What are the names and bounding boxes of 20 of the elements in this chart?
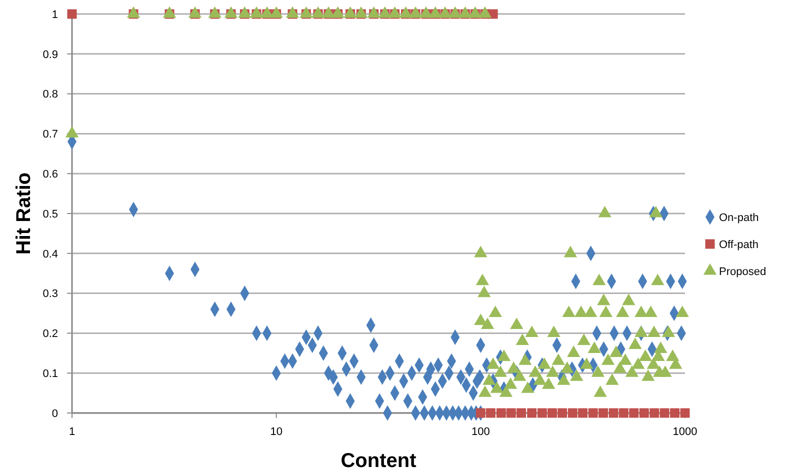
y-tick-label: 0.2 — [42, 328, 58, 340]
y-tick-label: 0.8 — [42, 88, 58, 101]
y-tick-label: 0.4 — [42, 248, 58, 260]
y-tick-label: 0.1 — [42, 368, 58, 380]
legend-label: Off-path — [719, 238, 759, 251]
legend-label: Proposed — [719, 266, 766, 278]
x-tick-label: 1000 — [672, 426, 698, 438]
y-tick-label: 0.6 — [42, 168, 58, 180]
y-tick-label: 0 — [52, 408, 58, 420]
y-tick-label: 0.3 — [42, 288, 58, 300]
x-axis-title: Content — [340, 450, 417, 472]
x-tick-label: 1 — [68, 426, 76, 438]
x-tick-label: 100 — [471, 426, 490, 438]
x-tick-label: 10 — [270, 426, 282, 438]
y-tick-label: 0.5 — [42, 208, 58, 220]
y-tick-label: 1 — [52, 8, 58, 21]
legend-label: On-path — [719, 212, 759, 224]
y-tick-label: 0.7 — [42, 128, 58, 141]
y-tick-label: 0.9 — [42, 48, 58, 61]
y-axis-title: Hit Ratio — [13, 172, 35, 255]
